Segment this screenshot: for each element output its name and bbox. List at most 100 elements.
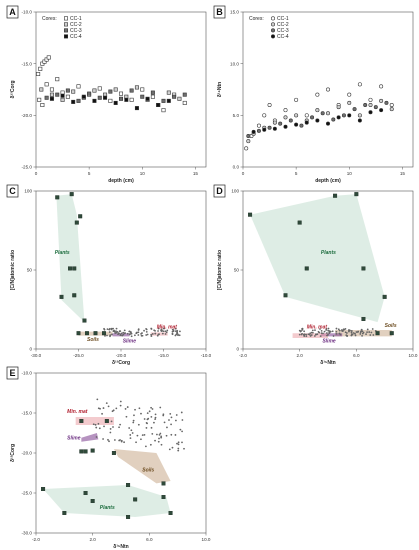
data-point: [113, 100, 118, 105]
sample-point: [179, 428, 182, 431]
data-point: [347, 100, 352, 105]
sample-point: [126, 332, 129, 335]
series-cc-4: [49, 93, 171, 111]
plot-frame: [242, 11, 414, 168]
sample-point: [134, 408, 136, 411]
sample-point: [145, 330, 148, 333]
sample-point: [154, 439, 156, 442]
sample-point: [299, 330, 302, 333]
data-point: [246, 134, 251, 139]
data-point: [325, 121, 330, 126]
data-point: [156, 103, 161, 108]
data-point: [368, 103, 373, 108]
legend-label: CC-4: [70, 34, 82, 40]
region-label: Soils: [142, 467, 154, 473]
endmember-point: [248, 212, 253, 217]
endmember-point: [59, 294, 64, 299]
x-axis-label: δ¹⁵Ntn: [320, 360, 335, 366]
sample-point: [115, 327, 118, 330]
sample-point: [110, 328, 113, 331]
panel-letter-text: A: [9, 7, 16, 17]
x-tick-label: 5: [88, 171, 91, 176]
data-point: [108, 89, 113, 94]
data-point: [315, 108, 320, 113]
data-point: [251, 129, 256, 134]
sample-point: [101, 412, 103, 415]
data-point: [368, 110, 373, 115]
data-point: [177, 96, 182, 101]
sample-point: [322, 332, 324, 335]
data-point: [336, 105, 341, 110]
sample-point: [154, 413, 157, 416]
data-point: [129, 97, 134, 102]
sample-point: [177, 441, 180, 444]
data-point: [150, 90, 155, 95]
sample-point: [319, 328, 321, 330]
data-point: [49, 87, 54, 92]
sample-point: [338, 329, 341, 332]
sample-point: [311, 329, 314, 332]
sample-point: [171, 333, 174, 336]
region-label: Soils: [385, 323, 397, 329]
panel-E: E -2.0 2.0 6.0 10.0 -30.0 -25.0 -20.0 -15.0 -10.0…: [6, 366, 211, 550]
data-point: [145, 96, 150, 101]
sample-point: [145, 327, 148, 330]
sample-point: [307, 333, 310, 336]
data-point: [256, 123, 261, 128]
sample-point: [130, 429, 133, 432]
sample-point: [116, 331, 119, 333]
endmember-point: [297, 220, 302, 225]
data-point: [347, 113, 352, 118]
sample-point: [170, 433, 173, 436]
region-label: Min. mat: [307, 324, 328, 330]
sample-point: [129, 331, 132, 333]
sample-point: [181, 419, 184, 421]
sample-point: [130, 335, 133, 338]
sample-point: [135, 441, 137, 444]
sample-point: [123, 332, 126, 335]
data-point: [65, 94, 70, 99]
y-tick-label: -30.0: [22, 531, 33, 536]
sample-point: [125, 415, 128, 418]
data-point: [161, 98, 166, 103]
x-axis-label: δ¹³Corg: [112, 360, 130, 366]
data-point: [389, 107, 394, 112]
data-point: [325, 111, 330, 116]
endmember-point: [375, 331, 380, 336]
sample-point: [103, 425, 105, 428]
data-point: [283, 124, 288, 129]
sample-point: [95, 426, 98, 429]
sample-point: [137, 331, 140, 334]
sample-points: [92, 398, 185, 452]
sample-point: [351, 333, 354, 336]
legend-marker: [270, 22, 275, 27]
sample-point: [305, 335, 308, 338]
sample-point: [346, 335, 348, 338]
sample-point: [137, 334, 140, 336]
sample-point: [341, 329, 344, 332]
endmember-point: [104, 419, 109, 424]
endmember-point: [83, 491, 88, 496]
sample-point: [181, 430, 183, 433]
y-tick-label: 15.0: [230, 10, 239, 15]
data-point: [310, 115, 315, 120]
data-point: [379, 98, 384, 103]
x-tick-label: 0: [242, 171, 245, 176]
sample-point: [318, 331, 321, 334]
sample-point: [144, 445, 147, 448]
sample-point: [325, 328, 328, 330]
sample-point: [160, 443, 163, 446]
data-point: [325, 87, 330, 92]
y-tick-label: 100: [24, 189, 32, 194]
data-point: [124, 97, 129, 102]
data-point: [352, 107, 357, 112]
sample-point: [118, 330, 121, 333]
legend: Cores: CC-1CC-2CC-3CC-4: [42, 16, 82, 40]
y-tick-label: 50: [234, 268, 240, 273]
data-point: [347, 92, 352, 97]
sample-point: [175, 419, 177, 422]
sample-point: [157, 440, 160, 443]
endmember-point: [55, 195, 60, 200]
sample-point: [95, 436, 98, 438]
sample-point: [117, 332, 120, 335]
